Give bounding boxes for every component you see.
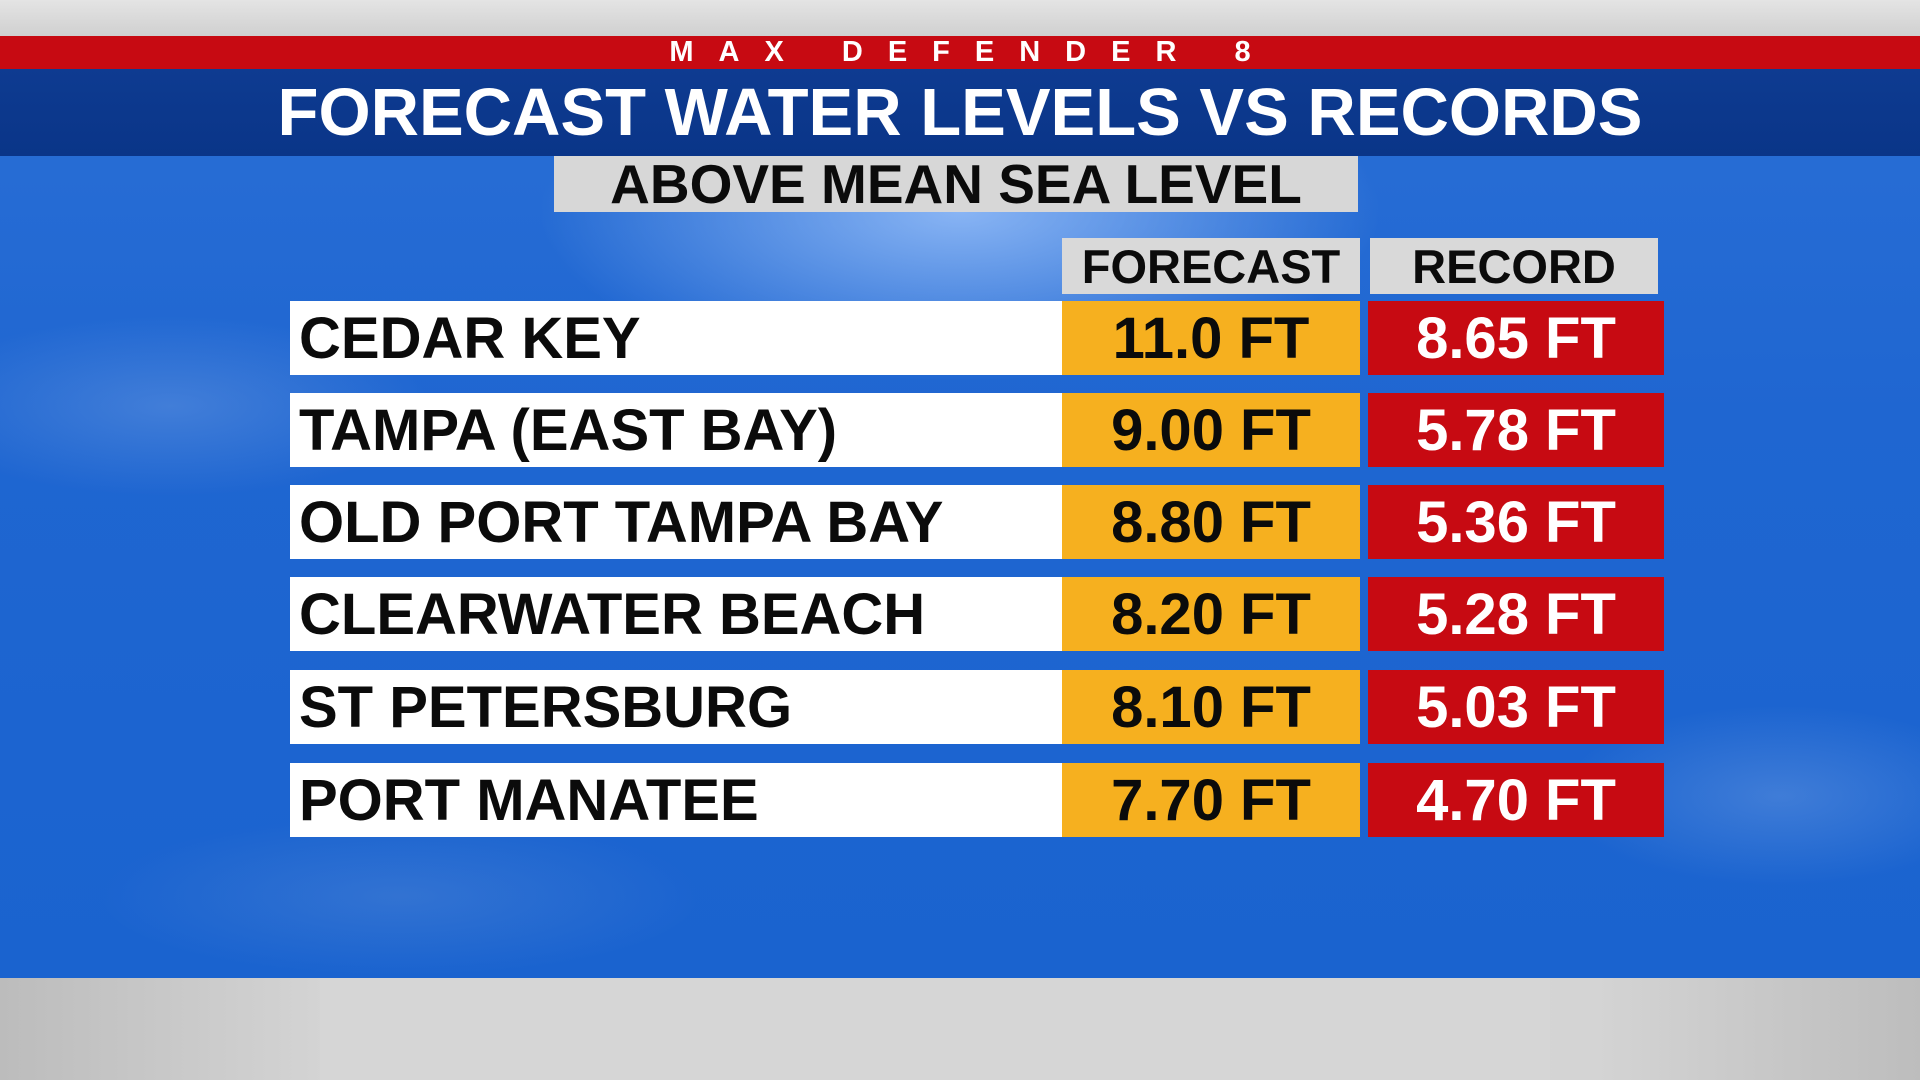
- record-cell: 4.70 FT: [1368, 763, 1664, 837]
- title-bar: FORECAST WATER LEVELS VS RECORDS: [0, 69, 1920, 156]
- record-cell: 8.65 FT: [1368, 301, 1664, 375]
- brand-bar: MAX DEFENDER 8: [0, 36, 1920, 69]
- forecast-cell: 8.10 FT: [1062, 670, 1360, 744]
- table-row: PORT MANATEE 7.70 FT 4.70 FT: [290, 763, 1664, 837]
- forecast-cell: 7.70 FT: [1062, 763, 1360, 837]
- page-title: FORECAST WATER LEVELS VS RECORDS: [277, 75, 1643, 150]
- forecast-cell: 8.20 FT: [1062, 577, 1360, 651]
- record-cell: 5.36 FT: [1368, 485, 1664, 559]
- forecast-cell: 8.80 FT: [1062, 485, 1360, 559]
- record-cell: 5.78 FT: [1368, 393, 1664, 467]
- record-cell: 5.28 FT: [1368, 577, 1664, 651]
- brand-label: MAX DEFENDER 8: [669, 36, 1276, 68]
- top-strip: [0, 0, 1920, 36]
- forecast-cell: 9.00 FT: [1062, 393, 1360, 467]
- table-row: OLD PORT TAMPA BAY 8.80 FT 5.36 FT: [290, 485, 1664, 559]
- page-subtitle: ABOVE MEAN SEA LEVEL: [610, 153, 1302, 215]
- forecast-column-header: FORECAST: [1062, 238, 1360, 294]
- record-column-header: RECORD: [1370, 238, 1658, 294]
- location-cell: PORT MANATEE: [290, 763, 1062, 837]
- location-cell: ST PETERSBURG: [290, 670, 1062, 744]
- floor-panel: [320, 978, 1550, 1080]
- table-row: CLEARWATER BEACH 8.20 FT 5.28 FT: [290, 577, 1664, 651]
- location-cell: CEDAR KEY: [290, 301, 1062, 375]
- location-cell: TAMPA (EAST BAY): [290, 393, 1062, 467]
- forecast-cell: 11.0 FT: [1062, 301, 1360, 375]
- location-cell: OLD PORT TAMPA BAY: [290, 485, 1062, 559]
- table-row: ST PETERSBURG 8.10 FT 5.03 FT: [290, 670, 1664, 744]
- table-row: TAMPA (EAST BAY) 9.00 FT 5.78 FT: [290, 393, 1664, 467]
- location-cell: CLEARWATER BEACH: [290, 577, 1062, 651]
- record-cell: 5.03 FT: [1368, 670, 1664, 744]
- subtitle-box: ABOVE MEAN SEA LEVEL: [554, 156, 1358, 212]
- table-row: CEDAR KEY 11.0 FT 8.65 FT: [290, 301, 1664, 375]
